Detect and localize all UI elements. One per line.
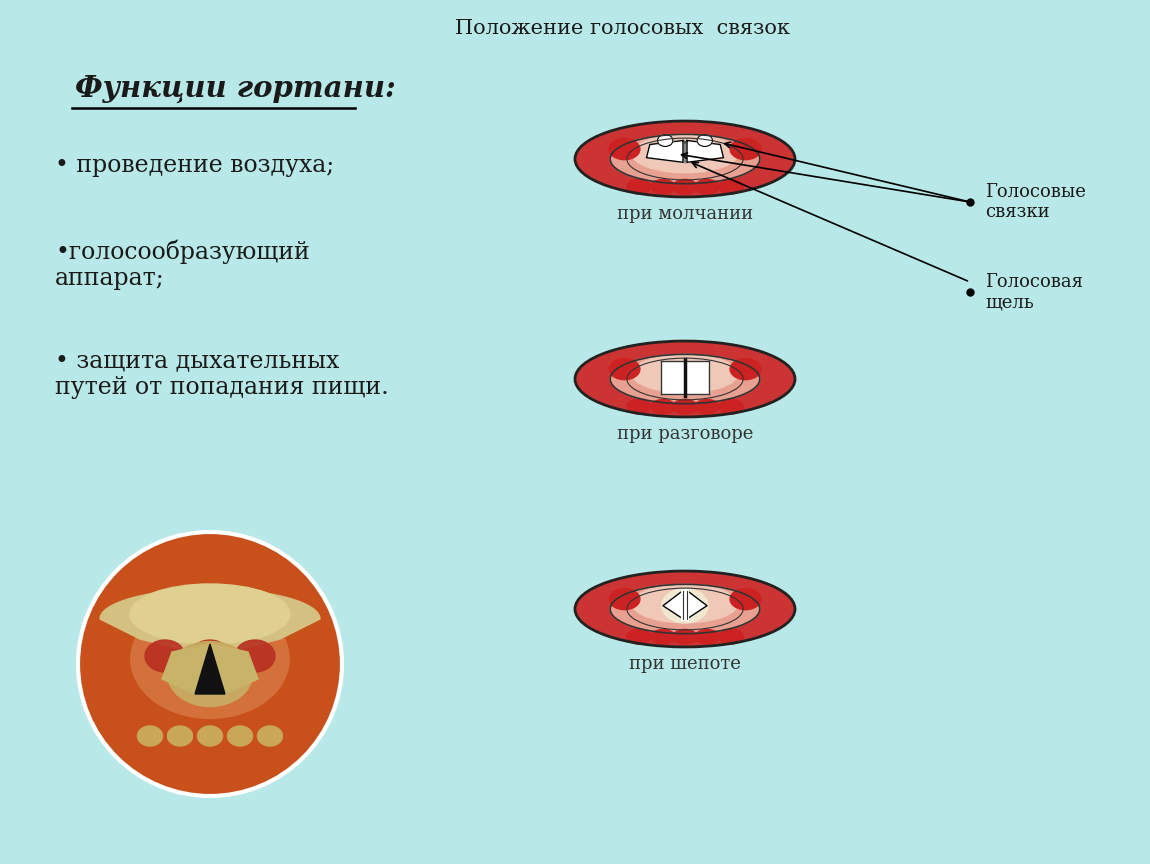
Ellipse shape (632, 135, 738, 173)
Ellipse shape (719, 399, 743, 414)
Ellipse shape (632, 585, 738, 623)
Polygon shape (687, 360, 710, 393)
Ellipse shape (695, 180, 719, 194)
Polygon shape (664, 590, 707, 619)
Ellipse shape (730, 359, 761, 379)
Ellipse shape (651, 399, 675, 414)
Circle shape (78, 532, 342, 796)
Ellipse shape (627, 630, 651, 644)
Ellipse shape (575, 121, 795, 197)
Polygon shape (162, 644, 210, 694)
Ellipse shape (662, 588, 708, 623)
Ellipse shape (719, 180, 743, 194)
Ellipse shape (611, 134, 760, 184)
Ellipse shape (130, 584, 290, 644)
Ellipse shape (697, 135, 713, 147)
Polygon shape (210, 644, 258, 694)
Ellipse shape (145, 640, 185, 672)
Ellipse shape (131, 600, 289, 718)
Polygon shape (100, 589, 320, 649)
Circle shape (78, 532, 342, 796)
Ellipse shape (235, 640, 275, 672)
Text: • защита дыхательных
путей от попадания пищи.: • защита дыхательных путей от попадания … (55, 349, 389, 398)
Text: при молчании: при молчании (616, 206, 753, 223)
Ellipse shape (730, 588, 761, 610)
Ellipse shape (611, 354, 760, 403)
Ellipse shape (627, 399, 651, 414)
Ellipse shape (651, 630, 675, 644)
Polygon shape (683, 141, 687, 162)
Ellipse shape (673, 399, 697, 414)
Text: • проведение воздуха;: • проведение воздуха; (55, 154, 335, 177)
Text: •голосообразующий
аппарат;: •голосообразующий аппарат; (55, 239, 309, 290)
Ellipse shape (651, 180, 675, 194)
Ellipse shape (610, 359, 639, 379)
Ellipse shape (610, 588, 639, 610)
Polygon shape (687, 141, 723, 162)
Ellipse shape (632, 355, 738, 393)
Text: Голосовая
щель: Голосовая щель (986, 273, 1083, 311)
Ellipse shape (695, 399, 719, 414)
Ellipse shape (228, 726, 253, 746)
Ellipse shape (168, 641, 253, 707)
Ellipse shape (575, 341, 795, 417)
Polygon shape (664, 590, 683, 619)
Polygon shape (646, 141, 683, 162)
Ellipse shape (662, 365, 707, 386)
Text: Положение голосовых  связок: Положение голосовых связок (455, 19, 790, 38)
Ellipse shape (611, 584, 760, 633)
Polygon shape (687, 590, 707, 619)
Ellipse shape (673, 630, 697, 644)
Ellipse shape (575, 571, 795, 647)
Ellipse shape (627, 180, 651, 194)
Ellipse shape (168, 726, 192, 746)
Ellipse shape (138, 726, 162, 746)
Ellipse shape (673, 180, 697, 194)
Ellipse shape (198, 726, 222, 746)
Polygon shape (650, 144, 720, 162)
Ellipse shape (258, 726, 283, 746)
Text: Голосовые
связки: Голосовые связки (986, 182, 1086, 221)
Text: при шепоте: при шепоте (629, 655, 741, 673)
Polygon shape (661, 360, 683, 393)
Text: Функции гортани:: Функции гортани: (75, 74, 396, 103)
Ellipse shape (658, 135, 673, 147)
Text: при разговоре: при разговоре (616, 425, 753, 443)
Ellipse shape (730, 138, 761, 160)
Ellipse shape (610, 138, 639, 160)
Polygon shape (196, 644, 225, 694)
Ellipse shape (695, 630, 719, 644)
Ellipse shape (190, 640, 230, 672)
Ellipse shape (719, 630, 743, 644)
